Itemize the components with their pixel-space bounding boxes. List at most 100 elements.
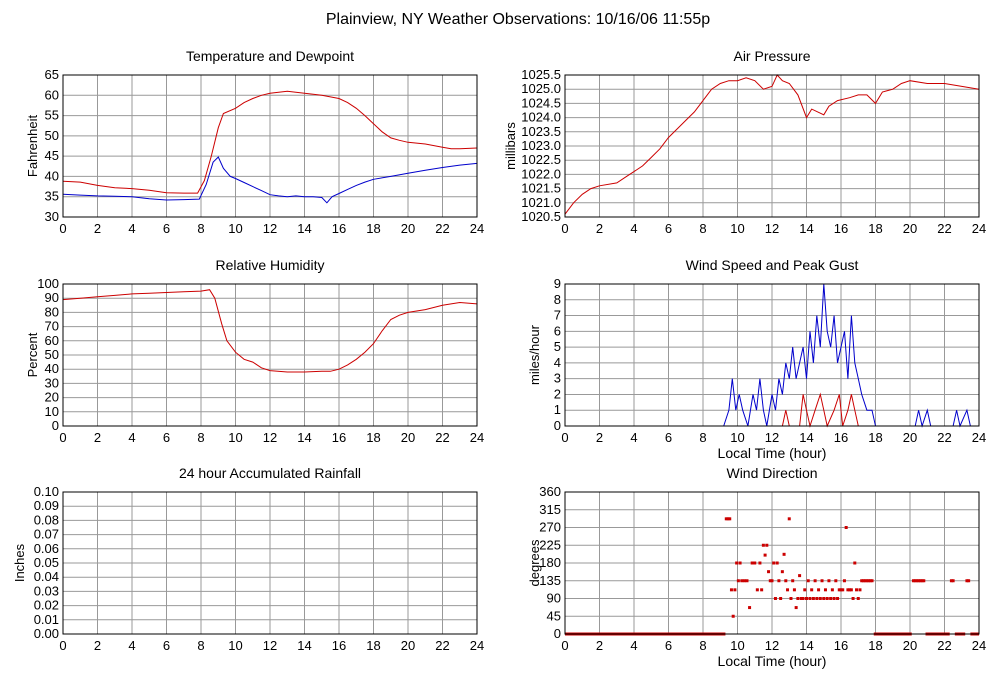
data-point bbox=[784, 579, 788, 583]
y-tick-label: 30 bbox=[45, 209, 59, 224]
x-tick-label: 18 bbox=[366, 430, 380, 445]
y-tick-label: 0.02 bbox=[34, 598, 59, 613]
data-point bbox=[787, 517, 791, 521]
data-point bbox=[803, 588, 807, 592]
data-point bbox=[753, 561, 757, 565]
data-point bbox=[829, 597, 833, 600]
data-point bbox=[913, 579, 917, 583]
data-point bbox=[779, 597, 783, 600]
data-point bbox=[846, 588, 850, 592]
x-tick-label: 12 bbox=[765, 430, 779, 445]
data-point bbox=[805, 597, 808, 600]
data-point bbox=[949, 579, 953, 583]
y-tick-label: 0.08 bbox=[34, 512, 59, 527]
plot-frame bbox=[62, 74, 478, 218]
x-tick-label: 14 bbox=[297, 638, 311, 653]
x-tick-label: 4 bbox=[128, 638, 135, 653]
data-point bbox=[922, 579, 926, 583]
y-tick-label: 80 bbox=[45, 304, 59, 319]
grid bbox=[62, 491, 478, 635]
x-tick-label: 14 bbox=[799, 430, 813, 445]
x-tick-label: 10 bbox=[730, 638, 744, 653]
data-point bbox=[842, 579, 846, 583]
y-tick-label: 1022.5 bbox=[521, 152, 561, 167]
data-point bbox=[853, 561, 857, 565]
x-tick-label: 2 bbox=[94, 221, 101, 236]
x-tick-label: 2 bbox=[94, 430, 101, 445]
plot-frame bbox=[564, 491, 980, 635]
y-tick-label: 1024.5 bbox=[521, 95, 561, 110]
data-point bbox=[951, 579, 955, 583]
y-axis-label: millibars bbox=[503, 122, 518, 170]
data-point bbox=[920, 579, 924, 583]
data-point bbox=[780, 570, 784, 574]
x-tick-label: 10 bbox=[730, 221, 744, 236]
x-tick-label: 4 bbox=[128, 221, 135, 236]
page-title: Plainview, NY Weather Observations: 10/1… bbox=[326, 11, 710, 28]
x-tick-label: 12 bbox=[765, 638, 779, 653]
y-tick-label: 1024.0 bbox=[521, 110, 561, 125]
y-tick-label: 4 bbox=[554, 355, 561, 370]
data-point bbox=[770, 579, 774, 583]
data-point bbox=[782, 552, 786, 556]
y-axis-label: Fahrenheit bbox=[25, 115, 40, 178]
x-tick-label: 24 bbox=[972, 430, 986, 445]
y-tick-label: 1025.0 bbox=[521, 81, 561, 96]
data-point bbox=[856, 597, 860, 600]
x-tick-label: 12 bbox=[263, 221, 277, 236]
x-tick-label: 24 bbox=[470, 638, 484, 653]
data-point bbox=[765, 543, 769, 547]
data-point bbox=[789, 597, 793, 600]
data-point bbox=[851, 597, 855, 600]
data-point bbox=[815, 597, 819, 600]
y-tick-label: 2 bbox=[554, 386, 561, 401]
y-tick-label: 35 bbox=[45, 189, 59, 204]
series-line bbox=[62, 289, 478, 373]
x-tick-label: 16 bbox=[834, 430, 848, 445]
x-tick-label: 22 bbox=[435, 430, 449, 445]
data-point bbox=[865, 579, 869, 583]
y-tick-label: 40 bbox=[45, 168, 59, 183]
x-tick-label: 14 bbox=[799, 638, 813, 653]
data-point bbox=[758, 561, 762, 565]
data-point bbox=[965, 579, 969, 583]
y-tick-label: 100 bbox=[37, 276, 59, 291]
data-point bbox=[794, 606, 798, 610]
data-point bbox=[822, 597, 826, 600]
y-tick-label: 1022.0 bbox=[521, 166, 561, 181]
y-tick-label: 60 bbox=[45, 87, 59, 102]
x-tick-label: 18 bbox=[366, 638, 380, 653]
x-tick-label: 20 bbox=[401, 221, 415, 236]
y-tick-label: 20 bbox=[45, 390, 59, 405]
y-tick-label: 360 bbox=[539, 484, 561, 499]
y-tick-label: 1025.5 bbox=[521, 67, 561, 82]
x-axis-label: Local Time (hour) bbox=[718, 653, 827, 669]
data-point bbox=[870, 579, 874, 583]
x-tick-label: 18 bbox=[868, 638, 882, 653]
x-tick-label: 8 bbox=[197, 638, 204, 653]
x-tick-label: 16 bbox=[834, 221, 848, 236]
y-axis-label: Inches bbox=[12, 543, 27, 582]
y-tick-label: 225 bbox=[539, 537, 561, 552]
x-tick-label: 10 bbox=[228, 430, 242, 445]
data-point bbox=[830, 588, 834, 592]
x-tick-label: 4 bbox=[630, 638, 637, 653]
y-tick-label: 315 bbox=[539, 502, 561, 517]
series-line bbox=[565, 283, 979, 428]
data-point bbox=[867, 579, 871, 583]
x-tick-label: 18 bbox=[366, 221, 380, 236]
y-tick-label: 1 bbox=[554, 402, 561, 417]
data-point bbox=[777, 579, 781, 583]
x-tick-label: 20 bbox=[903, 430, 917, 445]
x-tick-label: 4 bbox=[128, 430, 135, 445]
x-tick-label: 16 bbox=[332, 430, 346, 445]
x-tick-label: 22 bbox=[937, 638, 951, 653]
data-point bbox=[861, 579, 865, 583]
x-tick-label: 16 bbox=[332, 638, 346, 653]
data-point bbox=[786, 588, 790, 592]
data-point bbox=[832, 597, 836, 600]
data-point bbox=[967, 579, 971, 583]
data-point bbox=[915, 579, 919, 583]
